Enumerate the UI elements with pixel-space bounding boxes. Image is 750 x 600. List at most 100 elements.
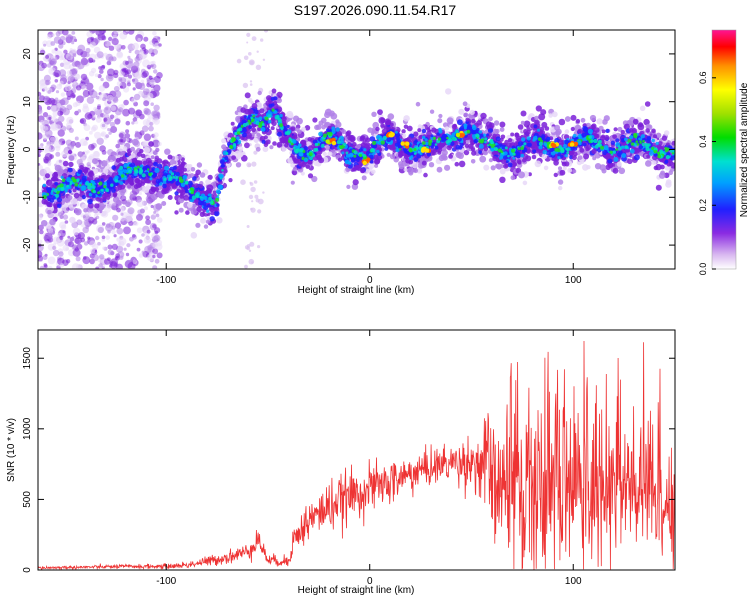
spectrogram-point (62, 107, 70, 116)
spectrogram-point (464, 143, 470, 148)
spectrogram-point (118, 237, 127, 246)
spectrogram-point (167, 154, 173, 160)
spectrogram-point (575, 118, 581, 124)
spectrogram-point (143, 206, 148, 211)
spectrogram-point (121, 45, 126, 50)
spectrogram-point (64, 84, 72, 92)
spectrogram-point (99, 254, 105, 260)
spectrogram-point (38, 224, 44, 231)
spectrogram-point (570, 126, 575, 132)
spectrogram-point (365, 168, 371, 174)
spectrogram-point (139, 90, 143, 95)
spectrogram-point (248, 258, 255, 265)
spectrogram-point (106, 94, 114, 102)
spectrogram-point (257, 90, 262, 96)
spectrogram-point (143, 146, 151, 154)
spectrogram-point (429, 109, 435, 114)
spectrogram-point (89, 248, 96, 254)
spectrogram-point (132, 138, 139, 146)
spectrogram-point (39, 258, 43, 262)
spectrogram-point (128, 107, 136, 115)
spectrogram-point (75, 85, 82, 91)
spectrogram-point (107, 149, 114, 156)
spectrogram-point (86, 80, 90, 85)
spectrogram-point (122, 108, 130, 117)
spectrogram-point (424, 138, 428, 142)
spectrogram-point (493, 120, 500, 126)
spectrogram-point (246, 41, 249, 44)
spectrogram-point (116, 207, 121, 213)
spectrogram-point (112, 214, 119, 221)
spectrogram-point (520, 110, 527, 117)
spectrogram-point (67, 235, 71, 239)
spectrogram-point (230, 121, 235, 126)
spectrogram-point (216, 217, 223, 224)
spectrogram-point (558, 118, 566, 126)
spectrogram-point (161, 201, 167, 206)
spectrogram-point (86, 31, 93, 38)
spectrogram-point (80, 80, 84, 84)
spectrogram-point (102, 196, 107, 202)
spectrogram-point (444, 164, 451, 171)
spectrogram-point (39, 265, 45, 269)
spectrogram-point (298, 161, 304, 167)
spectrogram-point (300, 171, 305, 176)
spectrogram-point (84, 112, 93, 120)
spectrogram-point (236, 58, 242, 64)
spectrogram-point (59, 111, 64, 116)
spectrogram-point (240, 179, 246, 185)
spectrogram-point (124, 60, 129, 65)
spectrogram-point (109, 128, 114, 133)
spectrogram-point (384, 147, 389, 151)
spectrogram-point (132, 65, 137, 70)
spectrogram-point (465, 117, 470, 122)
spectrogram-point (495, 136, 501, 142)
spectrogram-point (136, 151, 142, 157)
spectrogram-point (199, 172, 206, 178)
spectrogram-point (596, 118, 603, 125)
spectrogram-point (322, 151, 327, 156)
spectrogram-point (488, 116, 493, 122)
spectrogram-point (255, 198, 260, 203)
spectrogram-point (153, 132, 159, 138)
spectrogram-point (244, 264, 248, 269)
spectrogram-point (93, 151, 100, 157)
spectrogram-point (262, 58, 266, 61)
spectrogram-point (436, 166, 443, 173)
spectrogram-point (94, 73, 99, 78)
spectrogram-point (253, 137, 258, 143)
spectrogram-point (137, 37, 141, 42)
spectrogram-point (140, 43, 146, 50)
spectrogram-point (49, 136, 56, 142)
spectrogram-point (134, 71, 142, 79)
spectrogram-point (446, 117, 454, 125)
spectrogram-point (541, 130, 546, 135)
spectrogram-point (462, 101, 468, 107)
spectrogram-point (182, 167, 187, 172)
spectrogram-point (256, 50, 259, 53)
spectrogram-point (74, 208, 82, 216)
spectrogram-point (471, 118, 476, 124)
spectrogram-point (66, 95, 71, 100)
spectrogram-points (38, 30, 675, 269)
spectrogram-point (50, 84, 57, 91)
spectrogram-point (103, 41, 107, 45)
spectrogram-point (286, 110, 294, 118)
spectrogram-point (72, 248, 81, 257)
spectrogram-point (104, 206, 111, 213)
spectrogram-point (71, 31, 76, 35)
spectrogram-point (71, 41, 75, 45)
spectrogram-point (271, 88, 277, 94)
spectrogram-point (631, 128, 637, 134)
spectrogram-point (89, 90, 98, 99)
spectrogram-point (152, 224, 157, 229)
spectrogram-point (94, 203, 100, 209)
spectrogram-point (96, 215, 100, 219)
spectrogram-point (531, 154, 537, 160)
spectrogram-point (147, 80, 151, 84)
spectrogram-point (145, 219, 152, 226)
spectrogram-point (378, 117, 386, 124)
spectrogram-point (92, 158, 98, 165)
spectrogram-point (153, 104, 160, 112)
